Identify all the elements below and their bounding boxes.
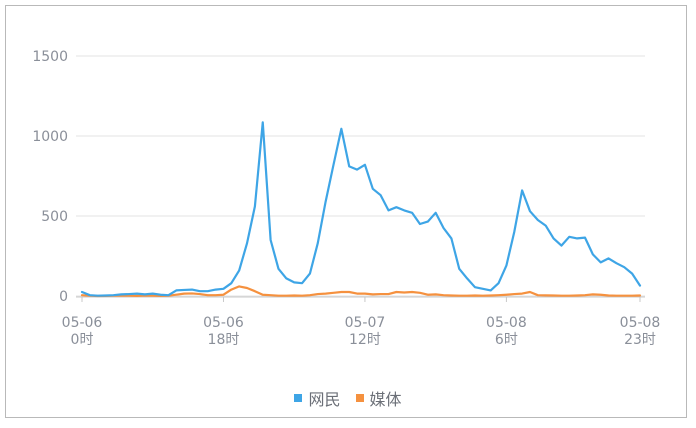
x-tick-label-hour-4: 23时 [624, 332, 656, 348]
legend-item-netizens[interactable]: 网民 [294, 386, 340, 410]
y-tick-label-500: 500 [41, 209, 68, 225]
x-tick-label-hour-3: 6时 [495, 332, 518, 348]
series-line-media [80, 285, 642, 298]
x-tick-label-hour-2: 12时 [349, 332, 381, 348]
legend-swatch-media [355, 394, 364, 402]
x-tick-label-hour-0: 0时 [71, 332, 94, 348]
x-tick-label-date-0: 05-06 [62, 315, 103, 331]
y-tick-label-1000: 1000 [32, 129, 68, 145]
legend-item-media[interactable]: 媒体 [355, 386, 402, 410]
y-tick-label-0: 0 [59, 289, 68, 305]
legend-swatch-netizens [294, 394, 303, 402]
x-tick-label-date-1: 05-06 [203, 315, 244, 331]
x-tick-label-date-2: 05-07 [345, 315, 386, 331]
legend: 网民 媒体 [0, 386, 696, 410]
series-line-netizens [80, 121, 642, 297]
legend-label-netizens: 网民 [308, 390, 341, 409]
y-tick-label-1500: 1500 [32, 49, 68, 65]
legend-label-media: 媒体 [369, 390, 402, 409]
x-tick-label-hour-1: 18时 [208, 332, 240, 348]
chart-frame [5, 5, 687, 418]
x-tick-label-date-4: 05-08 [620, 315, 661, 331]
x-tick-label-date-3: 05-08 [486, 315, 527, 331]
